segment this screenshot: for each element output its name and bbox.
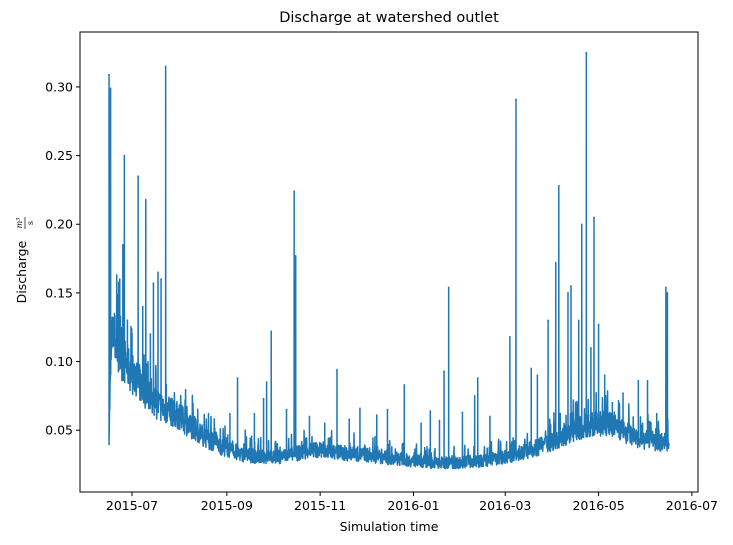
discharge-peak-point [577, 319, 580, 322]
discharge-peak-point [118, 278, 121, 280]
discharge-peak-point [262, 397, 265, 400]
x-tick-label: 2016-01 [387, 498, 439, 513]
discharge-peak-point [164, 65, 167, 68]
x-tick-label: 2016-05 [572, 498, 624, 513]
discharge-peak-point [476, 377, 479, 379]
discharge-peak-point [489, 415, 491, 418]
x-axis: 2015-07 2015-09 2015-11 2016-01 2016-03 2016-… [106, 492, 718, 513]
discharge-peak-point [585, 51, 588, 54]
discharge-peak-point [438, 419, 441, 422]
discharge-peak-point [149, 333, 152, 335]
x-tick-label: 2015-09 [201, 498, 253, 513]
x-tick-label: 2016-07 [666, 498, 718, 513]
discharge-peak-point [557, 184, 560, 187]
discharge-peak-point [207, 412, 210, 415]
discharge-peak-point [236, 377, 239, 379]
discharge-peak-point [666, 292, 669, 294]
discharge-peak-point [112, 319, 115, 322]
discharge-peak-point [126, 319, 129, 322]
discharge-peak-point [348, 418, 351, 421]
discharge-peak-point [192, 411, 194, 414]
discharge-peak-point [144, 198, 147, 201]
discharge-peak-point [536, 374, 539, 377]
discharge-peak-point [141, 305, 144, 308]
discharge-peak-point [131, 333, 133, 335]
discharge-peak-point [386, 408, 389, 411]
discharge-series-line [108, 51, 670, 470]
discharge-peak-point [461, 411, 464, 414]
discharge-peak-point [655, 412, 658, 415]
discharge-peak-point [294, 255, 297, 257]
x-tick-label: 2015-11 [294, 498, 346, 513]
discharge-peak-point [308, 415, 311, 418]
discharge-peak-point [567, 292, 569, 294]
y-axis-unit-denominator: s [26, 221, 35, 225]
discharge-peak-point [420, 422, 422, 425]
discharge-peak-point [580, 223, 583, 226]
y-axis-label-group: Discharge m³ s [14, 217, 35, 303]
discharge-peak-point [115, 274, 118, 276]
y-tick-label: 0.10 [45, 354, 73, 369]
discharge-peak-point [530, 367, 533, 370]
discharge-peak-point [123, 154, 126, 157]
discharge-peak-point [108, 73, 110, 76]
y-tick-label: 0.05 [45, 423, 73, 438]
discharge-peak-point [509, 336, 511, 338]
discharge-peak-point [590, 347, 592, 349]
y-tick-label: 0.25 [45, 148, 73, 163]
discharge-peak-point [336, 368, 338, 371]
discharge-peak-point [515, 98, 517, 101]
discharge-peak-point [122, 244, 124, 246]
discharge-peak-point [157, 271, 159, 274]
discharge-peak-point [622, 392, 624, 394]
discharge-peak-point [403, 384, 406, 386]
discharge-peak-point [646, 379, 649, 382]
discharge-peak-point [665, 286, 667, 289]
axes-frame [79, 31, 699, 493]
discharge-peak-point [447, 286, 450, 289]
x-axis-label: Simulation time [340, 519, 439, 534]
discharge-peak-point [160, 278, 162, 280]
discharge-peak-point [637, 379, 640, 382]
y-axis-label: Discharge [14, 240, 29, 303]
discharge-peak-point [229, 412, 231, 415]
plot-area [108, 51, 670, 470]
discharge-peak-point [473, 395, 476, 397]
discharge-peak-point [323, 422, 326, 425]
discharge-peak-point [270, 330, 273, 333]
discharge-peak-point [293, 190, 295, 193]
discharge-peak-point [611, 401, 614, 404]
discharge-peak-point [554, 261, 557, 264]
discharge-peak-point [570, 285, 572, 287]
discharge-peak-point [359, 407, 361, 410]
chart-title: Discharge at watershed outlet [279, 10, 499, 26]
discharge-peak-point [137, 175, 139, 177]
discharge-peak-point [597, 323, 600, 326]
discharge-peak-point [443, 370, 445, 372]
discharge-peak-point [253, 412, 256, 415]
discharge-peak-point [109, 87, 112, 90]
y-tick-label: 0.15 [45, 285, 73, 300]
x-tick-label: 2015-07 [106, 498, 158, 513]
discharge-peak-point [547, 319, 549, 322]
discharge-peak-point [265, 381, 268, 383]
y-tick-label: 0.30 [45, 79, 73, 94]
discharge-peak-point [429, 410, 432, 412]
discharge-peak-point [152, 282, 155, 285]
y-axis: 0.05 0.10 0.15 0.20 0.25 0.30 [45, 79, 80, 438]
x-tick-label: 2016-03 [479, 498, 531, 513]
discharge-peak-point [593, 216, 595, 219]
discharge-peak-point [175, 411, 178, 414]
discharge-peak-point [375, 414, 378, 416]
y-axis-unit-numerator: m³ [15, 218, 24, 229]
y-tick-label: 0.20 [45, 217, 73, 232]
discharge-peak-point [603, 374, 606, 377]
discharge-peak-point [285, 408, 288, 411]
discharge-peak-point [244, 429, 247, 432]
